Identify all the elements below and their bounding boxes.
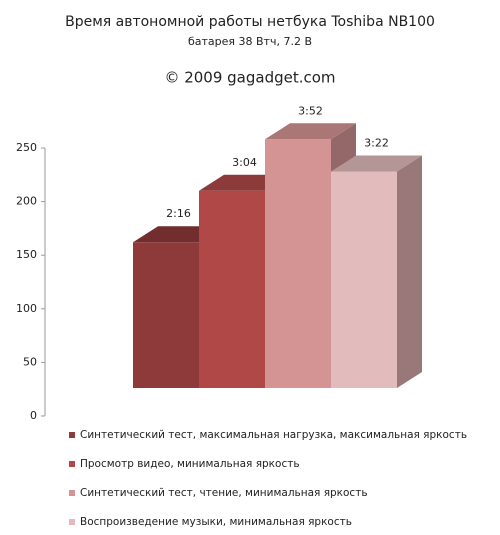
- y-tick-label: 200: [16, 195, 37, 208]
- bar-front: [331, 171, 397, 388]
- y-tick-label: 0: [30, 409, 37, 422]
- chart-title: Время автономной работы нетбука Toshiba …: [65, 14, 435, 30]
- value-label: 3:52: [298, 104, 323, 117]
- bar-front: [133, 242, 199, 388]
- value-label: 2:16: [166, 207, 191, 220]
- legend-swatch: [69, 519, 75, 525]
- legend-label: Синтетический тест, максимальная нагрузк…: [80, 429, 467, 441]
- legend-swatch: [69, 490, 75, 496]
- bar-top: [265, 123, 356, 140]
- legend-label: Синтетический тест, чтение, минимальная …: [80, 487, 368, 499]
- legend-label: Воспроизведение музыки, минимальная ярко…: [80, 516, 352, 528]
- legend-swatch: [69, 461, 75, 467]
- y-tick-label: 50: [23, 355, 37, 368]
- legend-swatch: [69, 432, 75, 438]
- legend-label: Просмотр видео, минимальная яркость: [80, 458, 300, 470]
- bar-front: [199, 190, 265, 388]
- value-label: 3:22: [364, 136, 389, 149]
- bar-side: [397, 155, 422, 388]
- value-label: 3:04: [232, 156, 257, 169]
- credit: © 2009 gagadget.com: [164, 69, 335, 87]
- y-tick-label: 250: [16, 141, 37, 154]
- bar: [331, 155, 422, 388]
- y-tick-label: 150: [16, 248, 37, 261]
- chart-subtitle: батарея 38 Втч, 7.2 В: [188, 35, 312, 48]
- bar-top: [331, 155, 422, 172]
- y-tick-label: 100: [16, 302, 37, 315]
- bar-front: [265, 139, 331, 388]
